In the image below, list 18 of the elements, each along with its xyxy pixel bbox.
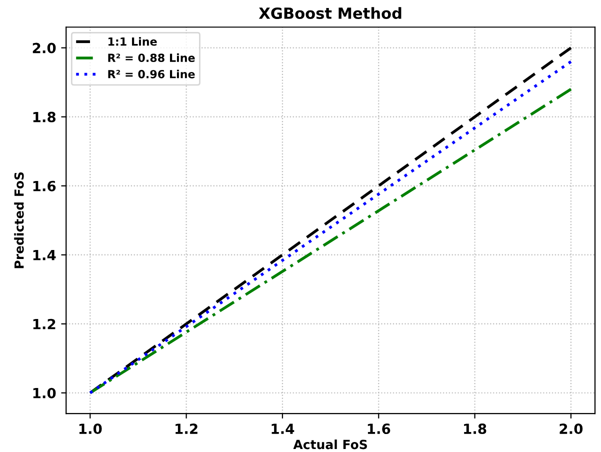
y-tick-label: 1.0	[33, 388, 56, 398]
x-axis-title: Actual FoS	[293, 440, 367, 450]
x-tick-label: 1.6	[368, 424, 390, 434]
y-tick-label: 1.2	[33, 318, 56, 330]
x-tick-label: 2.0	[560, 424, 583, 434]
y-tick-label: 1.6	[33, 180, 56, 192]
y-tick-label: 2.0	[32, 42, 56, 54]
x-tick-label: 1.0	[79, 424, 102, 434]
legend-label: 1:1 Line	[108, 37, 157, 46]
y-axis-title: Predicted FoS	[14, 172, 24, 268]
y-tick-label: 1.4	[33, 250, 56, 260]
x-tick-label: 1.4	[272, 424, 294, 434]
legend-label: R² = 0.88 Line	[108, 53, 195, 62]
x-tick-label: 1.2	[176, 424, 198, 434]
chart-title: XGBoost Method	[258, 7, 402, 20]
y-tick-label: 1.8	[33, 112, 56, 122]
x-tick-label: 1.8	[464, 424, 486, 434]
legend-label: R² = 0.96 Line	[108, 70, 195, 78]
